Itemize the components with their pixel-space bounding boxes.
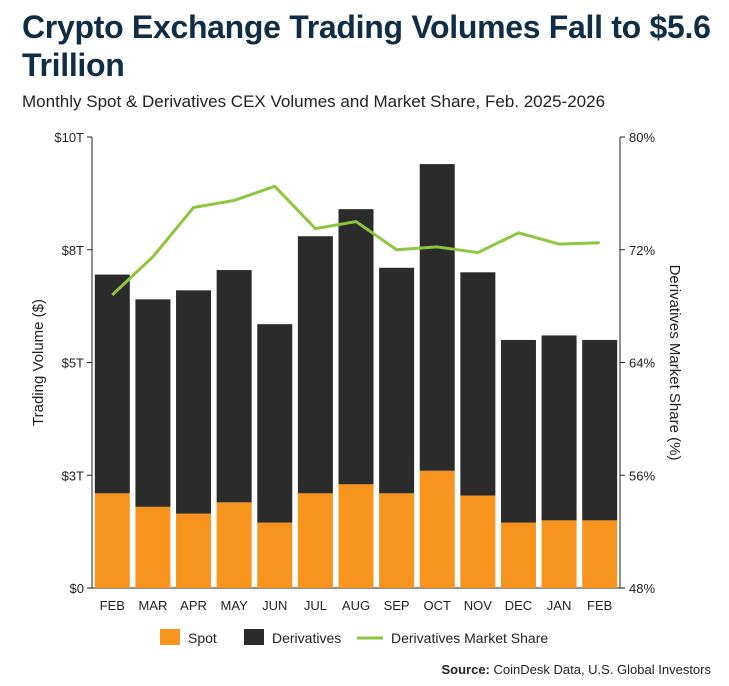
bar-derivatives bbox=[257, 324, 293, 523]
legend-label-share: Derivatives Market Share bbox=[391, 630, 548, 646]
y2-tick-label: 56% bbox=[629, 468, 655, 483]
y2-tick-label: 80% bbox=[629, 130, 655, 145]
y2-tick-label: 48% bbox=[629, 581, 655, 596]
source-note: Source: CoinDesk Data, U.S. Global Inves… bbox=[441, 662, 711, 677]
bar-spot bbox=[500, 522, 536, 588]
x-tick-label: MAR bbox=[138, 598, 167, 613]
x-tick-label: JUL bbox=[304, 598, 327, 613]
bar-derivatives bbox=[582, 339, 618, 521]
x-tick-label: SEP bbox=[384, 598, 410, 613]
legend-label-spot: Spot bbox=[188, 630, 217, 646]
bar-spot bbox=[135, 506, 171, 588]
x-tick-label: FEB bbox=[100, 598, 125, 613]
legend-swatch-spot bbox=[160, 629, 180, 645]
bar-spot bbox=[541, 520, 577, 588]
legend-label-derivatives: Derivatives bbox=[272, 630, 341, 646]
bar-derivatives bbox=[135, 299, 171, 507]
y-tick-label: $5T bbox=[62, 356, 84, 371]
x-tick-label: NOV bbox=[464, 598, 493, 613]
chart-title: Crypto Exchange Trading Volumes Fall to … bbox=[22, 9, 711, 83]
bar-derivatives bbox=[500, 339, 536, 523]
bar-spot bbox=[297, 493, 333, 588]
legend-swatch-derivatives bbox=[244, 629, 264, 645]
x-tick-label: APR bbox=[180, 598, 207, 613]
x-tick-label: DEC bbox=[505, 598, 532, 613]
bar-spot bbox=[257, 522, 293, 588]
chart-subtitle: Monthly Spot & Derivatives CEX Volumes a… bbox=[22, 92, 606, 111]
bar-derivatives bbox=[460, 272, 496, 496]
bar-spot bbox=[460, 495, 496, 588]
bar-derivatives bbox=[297, 236, 333, 494]
x-tick-label: JUN bbox=[262, 598, 287, 613]
source-text: CoinDesk Data, U.S. Global Investors bbox=[493, 662, 711, 677]
x-tick-label: MAY bbox=[221, 598, 249, 613]
bar-spot bbox=[582, 520, 618, 588]
x-tick-label: FEB bbox=[587, 598, 612, 613]
bar-spot bbox=[338, 484, 374, 588]
bar-spot bbox=[216, 502, 252, 588]
bar-derivatives bbox=[216, 270, 252, 503]
bar-derivatives bbox=[541, 335, 577, 521]
y2-tick-label: 72% bbox=[629, 243, 655, 258]
source-label: Source: bbox=[441, 662, 490, 677]
y-tick-label: $8T bbox=[62, 243, 84, 258]
bar-spot bbox=[379, 493, 415, 588]
y2-tick-label: 64% bbox=[629, 356, 655, 371]
x-tick-label: AUG bbox=[342, 598, 370, 613]
bar-derivatives bbox=[94, 274, 130, 494]
bar-derivatives bbox=[379, 267, 415, 494]
market-share-line bbox=[111, 184, 600, 296]
bar-spot bbox=[94, 493, 130, 588]
y-tick-label: $10T bbox=[54, 130, 84, 145]
y-tick-label: $0 bbox=[70, 581, 84, 596]
y-tick-label: $3T bbox=[62, 468, 84, 483]
x-tick-label: OCT bbox=[424, 598, 452, 613]
bar-derivatives bbox=[338, 209, 374, 485]
bar-derivatives bbox=[419, 164, 455, 471]
bar-spot bbox=[176, 513, 212, 588]
x-tick-label: JAN bbox=[547, 598, 572, 613]
y2-axis-label: Derivatives Market Share (%) bbox=[666, 265, 683, 461]
bar-derivatives bbox=[176, 290, 212, 514]
bar-spot bbox=[419, 470, 455, 588]
y-axis-label: Trading Volume ($) bbox=[30, 299, 47, 426]
